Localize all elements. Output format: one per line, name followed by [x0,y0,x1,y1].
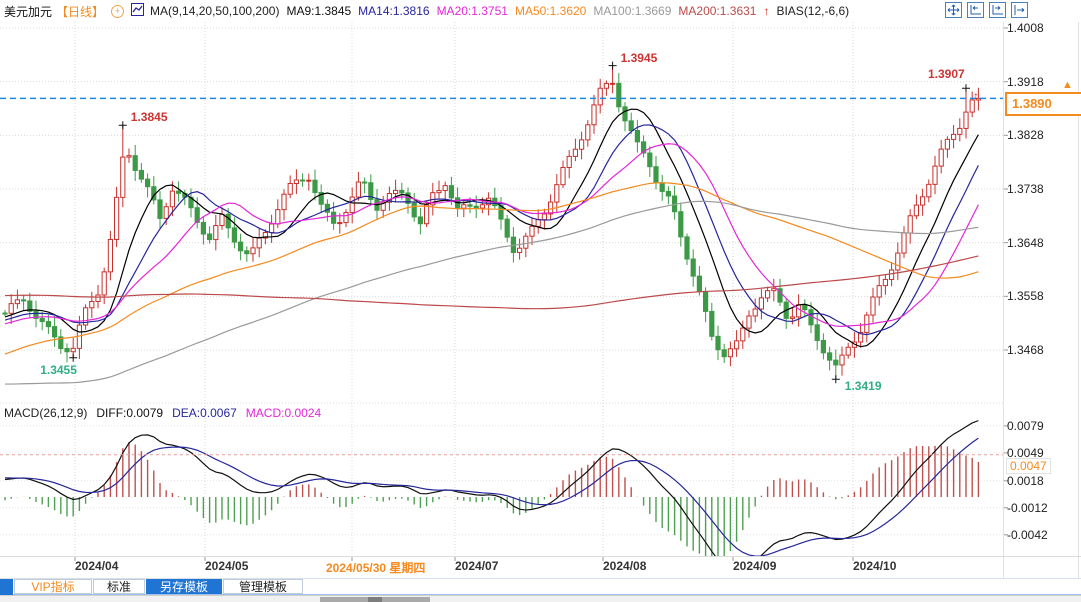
macd-value-label: MACD:0.0024 [245,406,322,420]
symbol-name[interactable]: 美元加元 [4,4,53,19]
ma-value-label: MA50:1.3620 [514,4,587,18]
time-axis: 2024/04 2024/05 2024/05/30 星期四 2024/07 2024/… [0,559,1003,576]
ma-values: MA9:1.3845 MA14:1.3816 MA20:1.3751 MA50:1.3… [286,4,763,18]
selected-date-label[interactable]: 2024/05/30 星期四 [326,561,426,575]
scrollbar-notch[interactable] [368,597,382,602]
window-right-border [1078,22,1079,602]
ma-value-label: MA200:1.3631 [678,4,757,18]
price-axis-label: 1.3828 [1007,128,1044,143]
extreme-price-label: 1.3907 [928,67,965,82]
extreme-price-label: 1.3945 [620,50,658,65]
month-label[interactable]: 2024/04 [75,559,119,573]
macd-value-label: DIFF:0.0079 [96,406,164,420]
month-label[interactable]: 2024/05 [205,559,249,573]
jump-to-latest-icon[interactable] [1011,2,1028,18]
extreme-price-label: 1.3419 [844,379,882,394]
trend-up-arrow-icon: ↑ [763,4,770,18]
ma-value-label: MA14:1.3816 [358,4,430,18]
macd-axis-label: -0.0042 [1007,527,1048,542]
extreme-price-label: 1.3845 [130,110,168,125]
compress-time-axis-icon[interactable] [967,2,984,18]
tab-bar-handle[interactable] [0,579,13,595]
macd-axis-label: -0.0012 [1007,500,1048,515]
ma-value-label: MA20:1.3751 [436,4,508,18]
macd-header: MACD(26,12,9) DIFF:0.0079 DEA:0.0067 MACD:0… [4,406,339,420]
chart-style-icon[interactable] [131,3,145,19]
macd-axis-label: 0.0018 [1007,473,1044,488]
price-axis-label: 1.3558 [1007,289,1044,304]
axis-divider [1003,22,1004,578]
price-axis-label: 1.4008 [1007,21,1044,35]
tab-标准[interactable]: 标准 [93,579,145,594]
price-axis-label: 1.3738 [1007,182,1044,196]
price-axis-label: 1.3648 [1007,235,1044,250]
expand-time-axis-icon[interactable] [989,2,1006,18]
template-tab-bar: VIP指标 标准 另存模板 管理模板 [0,578,1081,595]
buy-signal-arrow-icon: ↑ [973,89,979,103]
bias-settings-label: BIAS(12,-6,6) [776,4,850,18]
add-indicator-icon[interactable]: + [111,4,125,18]
chart-toolbar [945,2,1028,18]
price-axis-label: 1.3468 [1007,343,1044,357]
extreme-price-label: 1.3455 [40,362,77,377]
ma-value-label: MA100:1.3669 [593,4,672,18]
indicator-header: 美元加元 【日线】 + MA(9,14,20,50,100,200) MA9:1… [0,0,940,22]
period-label[interactable]: 【日线】 [56,4,105,19]
macd-value-label: DEA:0.0067 [172,406,237,420]
tab-管理模板[interactable]: 管理模板 [223,579,303,594]
macd-axis-label: 0.0079 [1007,418,1044,433]
tab-另存模板[interactable]: 另存模板 [146,579,222,594]
time-scrollbar[interactable] [0,595,1081,602]
price-axis-label: 1.3918 [1007,74,1044,89]
macd-values: DIFF:0.0079 DEA:0.0067 MACD:0.0024 [96,406,330,420]
month-label[interactable]: 2024/07 [455,559,499,573]
ma-settings-label: MA(9,14,20,50,100,200) [150,4,280,18]
macd-settings-label: MACD(26,12,9) [4,406,88,420]
axis-row-divider [0,556,1081,557]
macd-axis-label: 0.0049 [1007,445,1044,460]
current-macd-tag: 0.0047 [1006,458,1051,474]
ma-value-label: MA9:1.3845 [286,4,352,18]
month-label[interactable]: 2024/10 [853,559,897,573]
current-price-tag: 1.3890 [1005,92,1081,116]
price-up-arrow-icon: ▲ [1062,79,1073,91]
pan-tool-icon[interactable] [945,2,962,18]
month-label[interactable]: 2024/08 [603,559,647,573]
tab-VIP指标[interactable]: VIP指标 [14,579,92,594]
month-label[interactable]: 2024/09 [733,559,777,573]
